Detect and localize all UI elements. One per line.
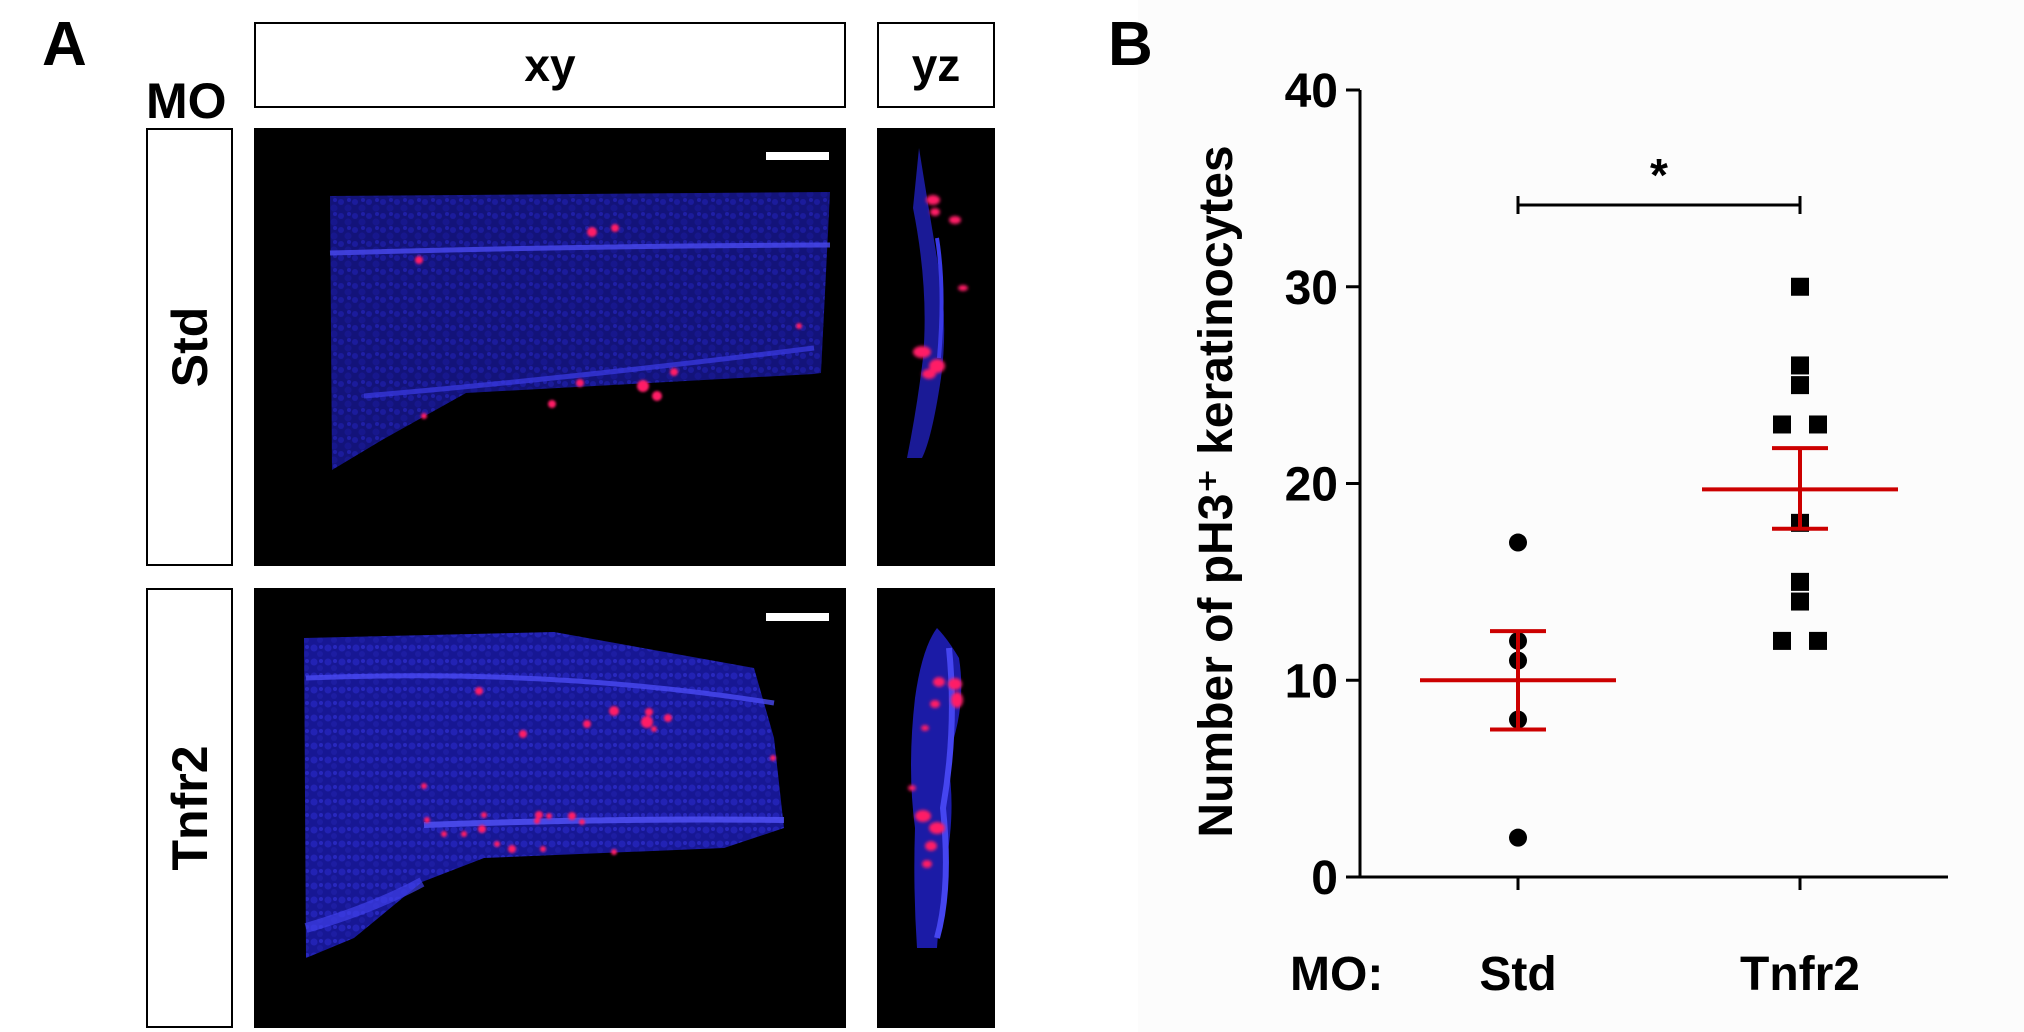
data-point xyxy=(1791,376,1809,395)
significance-star: * xyxy=(1650,149,1668,201)
data-point xyxy=(1809,631,1827,650)
row-label-tnfr2: Tnfr2 xyxy=(146,588,233,1028)
header-yz: yz xyxy=(877,22,995,108)
y-tick-label: 10 xyxy=(1285,655,1338,708)
mo-label: MO xyxy=(146,73,227,129)
data-point xyxy=(1791,356,1809,375)
tnfr2-yz-micrograph xyxy=(877,588,995,1028)
x-tick-label: Std xyxy=(1479,948,1556,1001)
std-yz-micrograph xyxy=(877,128,995,566)
chart-background xyxy=(1138,0,2024,1032)
header-xy: xy xyxy=(254,22,846,108)
data-point xyxy=(1791,592,1809,611)
scale-bar-std xyxy=(766,152,829,160)
data-point xyxy=(1773,415,1791,434)
data-point xyxy=(1773,631,1791,650)
data-point xyxy=(1509,828,1527,847)
group-prefix-label: MO: xyxy=(1290,948,1383,1001)
panel-b-letter: B xyxy=(1108,10,1153,79)
y-tick-label: 0 xyxy=(1311,852,1338,905)
data-point xyxy=(1791,277,1809,296)
panel-a-letter: A xyxy=(42,10,87,79)
scale-bar-tnfr2 xyxy=(766,613,829,621)
y-tick-label: 20 xyxy=(1285,459,1338,512)
y-tick-label: 30 xyxy=(1285,262,1338,315)
y-tick-label: 40 xyxy=(1285,65,1338,118)
row-label-std: Std xyxy=(146,128,233,566)
tnfr2-xy-micrograph xyxy=(254,588,846,1028)
x-tick-label: Tnfr2 xyxy=(1740,948,1860,1001)
y-axis-label: Number of pH3⁺ keratinocytes xyxy=(1190,145,1243,837)
data-point xyxy=(1791,572,1809,591)
data-point xyxy=(1809,415,1827,434)
std-xy-micrograph xyxy=(254,128,846,566)
data-point xyxy=(1509,533,1527,552)
